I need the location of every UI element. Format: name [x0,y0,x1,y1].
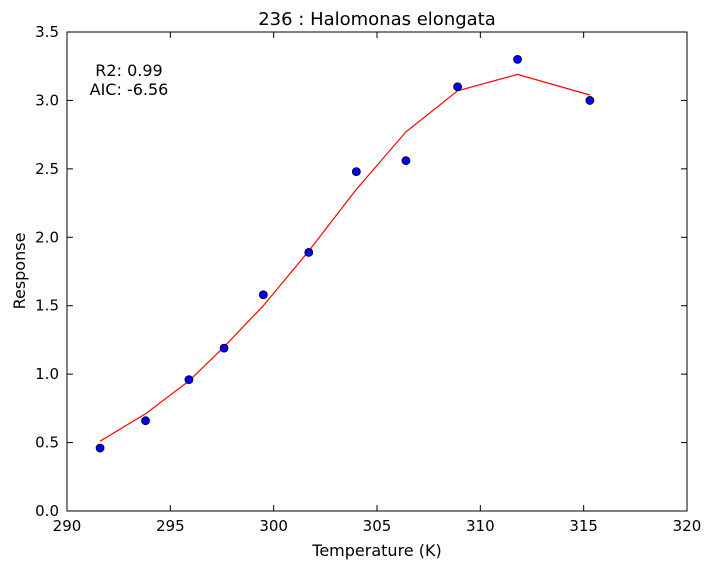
y-tick-label: 0.5 [35,434,59,452]
data-point [219,343,229,353]
data-point [95,443,105,453]
y-tick-label: 0.0 [35,502,59,520]
y-tick-label: 3.0 [35,91,59,109]
y-axis: 0.0 0.5 1.0 1.5 2.0 2.5 3.0 3.5 [35,23,687,520]
plot-area [95,54,595,453]
data-point [585,96,595,105]
data-point [401,156,411,166]
y-tick-label: 1.5 [35,297,59,315]
fit-line [99,73,591,442]
y-tick-label: 2.5 [35,160,59,178]
aic-annotation: AIC: -6.56 [90,80,169,99]
y-axis-label: Response [10,233,29,310]
y-tick-label: 1.0 [35,365,59,383]
data-point [184,375,194,385]
x-tick-label: 320 [673,517,702,535]
data-point [141,416,150,426]
data-point [304,247,314,257]
data-point [513,54,522,64]
plot-frame [66,31,688,512]
data-point [453,82,463,92]
x-tick-label: 310 [466,517,495,535]
x-tick-label: 300 [259,517,288,535]
y-tick-label: 3.5 [35,23,59,41]
data-point [258,290,268,300]
x-axis: 290 295 300 305 310 315 320 [53,32,702,535]
r2-annotation: R2: 0.99 [95,61,162,80]
x-tick-label: 305 [363,517,392,535]
x-tick-label: 295 [156,517,185,535]
data-point [351,167,361,176]
x-tick-label: 315 [569,517,598,535]
fit-stats-annotation: R2: 0.99 AIC: -6.56 [90,61,169,99]
y-tick-label: 2.0 [35,228,59,246]
x-axis-label: Temperature (K) [311,541,441,560]
x-tick-label: 290 [53,517,82,535]
chart-title: 236 : Halomonas elongata [258,9,496,30]
